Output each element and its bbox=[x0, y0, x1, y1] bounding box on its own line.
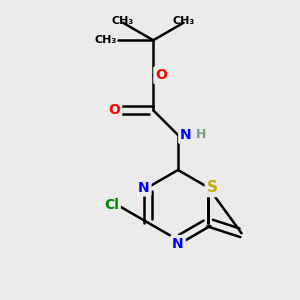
Text: N: N bbox=[138, 181, 149, 194]
Text: O: O bbox=[108, 103, 120, 117]
Text: CH₃: CH₃ bbox=[94, 35, 116, 45]
Text: N: N bbox=[172, 237, 184, 251]
Text: N: N bbox=[180, 128, 192, 142]
Text: CH₃: CH₃ bbox=[112, 16, 134, 26]
Text: Cl: Cl bbox=[104, 198, 119, 212]
Text: O: O bbox=[155, 68, 167, 82]
Text: H: H bbox=[196, 128, 206, 142]
Text: S: S bbox=[207, 180, 218, 195]
Text: CH₃: CH₃ bbox=[172, 16, 195, 26]
